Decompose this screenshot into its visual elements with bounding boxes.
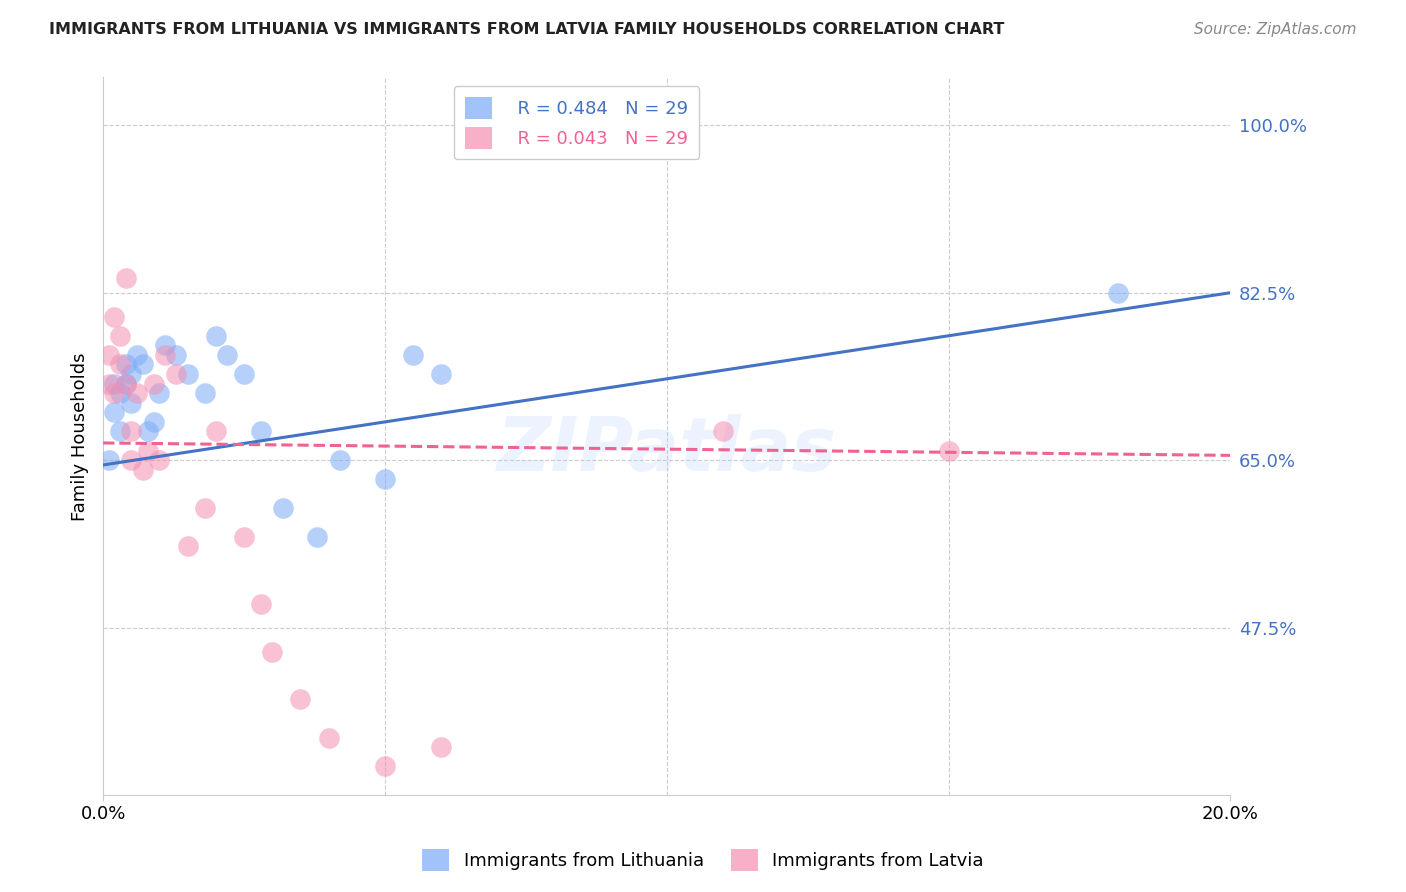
Point — [273, 501, 295, 516]
Point — [114, 376, 136, 391]
Point — [125, 386, 148, 401]
Point — [103, 310, 125, 324]
Point — [176, 367, 198, 381]
Point — [108, 358, 131, 372]
Point — [114, 358, 136, 372]
Point — [217, 348, 239, 362]
Point — [148, 453, 170, 467]
Point — [120, 425, 142, 439]
Point — [318, 731, 340, 745]
Point — [136, 443, 159, 458]
Point — [120, 453, 142, 467]
Point — [103, 376, 125, 391]
Point — [262, 644, 284, 658]
Point — [114, 376, 136, 391]
Point — [108, 328, 131, 343]
Point — [194, 386, 217, 401]
Point — [290, 692, 312, 706]
Point — [97, 376, 120, 391]
Point — [131, 463, 153, 477]
Point — [142, 415, 165, 429]
Point — [374, 472, 396, 486]
Point — [233, 367, 256, 381]
Point — [233, 530, 256, 544]
Legend:   R = 0.484   N = 29,   R = 0.043   N = 29: R = 0.484 N = 29, R = 0.043 N = 29 — [454, 87, 699, 160]
Text: IMMIGRANTS FROM LITHUANIA VS IMMIGRANTS FROM LATVIA FAMILY HOUSEHOLDS CORRELATIO: IMMIGRANTS FROM LITHUANIA VS IMMIGRANTS … — [49, 22, 1004, 37]
Point — [103, 386, 125, 401]
Point — [136, 425, 159, 439]
Point — [402, 348, 425, 362]
Point — [97, 348, 120, 362]
Point — [97, 453, 120, 467]
Point — [711, 425, 734, 439]
Point — [205, 425, 228, 439]
Point — [430, 367, 453, 381]
Point — [120, 396, 142, 410]
Point — [114, 271, 136, 285]
Text: Source: ZipAtlas.com: Source: ZipAtlas.com — [1194, 22, 1357, 37]
Point — [250, 597, 273, 611]
Point — [108, 425, 131, 439]
Point — [165, 367, 187, 381]
Y-axis label: Family Households: Family Households — [72, 352, 89, 521]
Point — [108, 386, 131, 401]
Point — [194, 501, 217, 516]
Point — [374, 759, 396, 773]
Point — [307, 530, 329, 544]
Text: ZIPatlas: ZIPatlas — [496, 414, 837, 487]
Point — [153, 338, 176, 352]
Point — [142, 376, 165, 391]
Point — [430, 740, 453, 755]
Point — [205, 328, 228, 343]
Point — [1107, 285, 1129, 300]
Point — [165, 348, 187, 362]
Point — [176, 539, 198, 553]
Point — [938, 443, 960, 458]
Point — [103, 405, 125, 419]
Point — [250, 425, 273, 439]
Point — [329, 453, 352, 467]
Legend: Immigrants from Lithuania, Immigrants from Latvia: Immigrants from Lithuania, Immigrants fr… — [415, 842, 991, 879]
Point — [125, 348, 148, 362]
Point — [120, 367, 142, 381]
Point — [153, 348, 176, 362]
Point — [131, 358, 153, 372]
Point — [148, 386, 170, 401]
